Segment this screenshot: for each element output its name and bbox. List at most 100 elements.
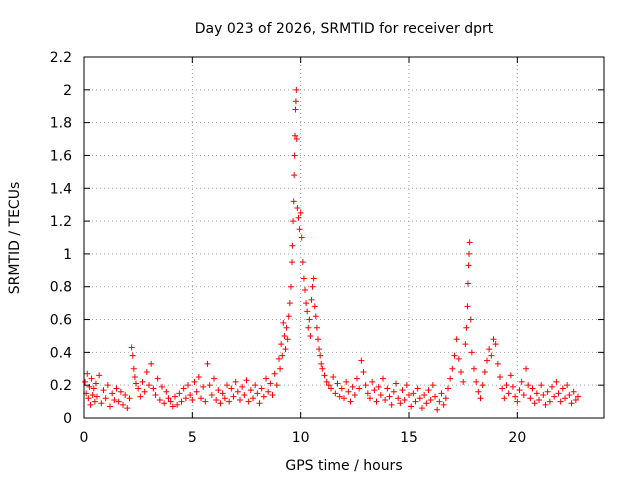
data-point [449, 365, 456, 372]
data-point [243, 377, 250, 384]
y-tick-label: 1.2 [50, 214, 72, 230]
data-point [464, 303, 471, 310]
data-point [135, 385, 142, 392]
data-point [89, 392, 96, 399]
data-point [463, 324, 470, 331]
data-point [206, 382, 213, 389]
data-point [256, 400, 263, 407]
data-point [304, 308, 311, 315]
data-point [416, 395, 423, 402]
data-point [102, 395, 109, 402]
data-point [375, 383, 382, 390]
data-point [141, 388, 148, 395]
data-point [219, 390, 226, 397]
data-point [84, 370, 91, 377]
data-point [250, 395, 256, 402]
data-point [217, 400, 224, 407]
data-point [126, 395, 133, 402]
data-point [178, 398, 185, 405]
data-point [427, 396, 434, 403]
data-point [425, 387, 432, 394]
y-tick-label: 1.4 [50, 181, 72, 197]
y-tick-label: 0.8 [50, 280, 72, 296]
data-point [467, 316, 474, 323]
data-point [572, 396, 579, 403]
data-point [283, 324, 290, 331]
data-point [499, 385, 506, 392]
data-point [284, 336, 291, 343]
data-point [193, 388, 200, 395]
data-point [354, 375, 360, 382]
data-point [338, 385, 345, 392]
data-point [234, 388, 241, 395]
data-point [87, 401, 94, 408]
data-point [492, 341, 499, 348]
data-point [316, 346, 323, 353]
y-tick-label: 1.6 [50, 148, 72, 164]
data-point [169, 403, 176, 410]
data-point [237, 396, 243, 403]
data-point [436, 398, 443, 405]
data-point [291, 152, 298, 159]
data-point [412, 398, 419, 405]
data-point [289, 242, 296, 249]
data-point [281, 332, 288, 339]
data-point [419, 405, 425, 412]
data-point [271, 370, 278, 377]
x-tick-label: 5 [188, 430, 197, 446]
y-tick-labels: 0 0.2 0.4 0.6 0.8 1 1.2 1.4 1.6 1.8 2 2.2 [50, 50, 72, 427]
data-point [260, 393, 267, 400]
data-point [525, 382, 532, 389]
data-point [185, 382, 191, 389]
data-point [315, 336, 321, 343]
data-point [408, 403, 415, 410]
data-point [107, 403, 113, 410]
data-point [303, 300, 310, 307]
data-point [247, 387, 254, 394]
data-point [143, 369, 150, 376]
data-point [494, 360, 501, 367]
data-point [182, 395, 189, 402]
data-point [367, 395, 373, 402]
data-point [384, 385, 391, 392]
data-point [189, 396, 196, 403]
data-point [325, 382, 332, 389]
data-point [285, 313, 292, 320]
data-point [139, 378, 146, 385]
data-point [382, 396, 389, 403]
data-point [423, 400, 430, 407]
data-point [464, 280, 471, 287]
data-point [176, 390, 183, 397]
data-point [488, 352, 495, 359]
data-point [377, 392, 384, 399]
data-point [174, 401, 181, 408]
data-point [298, 234, 305, 241]
data-point [299, 259, 306, 266]
data-point [497, 373, 503, 380]
data-point [245, 398, 252, 405]
data-point [279, 352, 286, 359]
data-point [403, 382, 410, 389]
data-point [258, 385, 265, 392]
x-tick-label: 10 [292, 430, 310, 446]
data-point [290, 218, 297, 225]
data-point [538, 382, 545, 389]
data-point [505, 390, 512, 397]
data-point [529, 385, 536, 392]
data-point [468, 349, 475, 356]
data-point [294, 204, 301, 211]
y-tick-label: 1.8 [50, 116, 72, 132]
data-point [165, 395, 172, 402]
data-point [172, 393, 178, 400]
chart-title: Day 023 of 2026, SRMTID for receiver dpr… [195, 21, 494, 37]
data-point [128, 344, 135, 351]
data-point [167, 398, 174, 405]
data-point [232, 378, 239, 385]
data-point [293, 136, 300, 143]
data-point [455, 355, 462, 362]
data-point [343, 378, 350, 385]
data-point [159, 383, 165, 390]
data-point [438, 390, 445, 397]
